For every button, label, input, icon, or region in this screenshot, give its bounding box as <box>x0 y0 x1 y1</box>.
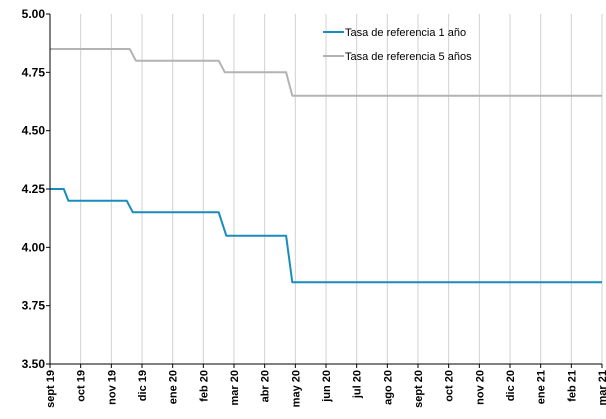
y-tick-label: 4.50 <box>22 124 46 138</box>
x-tick-label: may 20 <box>290 370 302 407</box>
x-tick-label: feb 21 <box>566 370 578 402</box>
y-tick-label: 3.50 <box>22 357 46 371</box>
series-line-5-anos <box>50 48 602 97</box>
x-tick-label: ene 20 <box>168 370 180 404</box>
y-tick-label: 3.75 <box>22 299 46 313</box>
series-line-1-ano <box>50 188 602 284</box>
vertical-gridlines <box>80 14 603 364</box>
x-tick-label: sept 20 <box>413 370 425 408</box>
y-tick-label: 4.25 <box>22 182 46 196</box>
x-tick-label: mar 20 <box>229 370 241 405</box>
x-tick-label: dic 19 <box>137 370 149 401</box>
x-tick-label: oct 20 <box>444 370 456 402</box>
x-tick-label: sept 19 <box>45 370 57 408</box>
x-tick-label: nov 19 <box>106 370 118 405</box>
legend-label-1-ano: Tasa de referencia 1 año <box>345 27 466 39</box>
x-tick-label: jul 20 <box>352 370 364 399</box>
x-tick-label: nov 20 <box>474 370 486 405</box>
legend: Tasa de referencia 1 año Tasa de referen… <box>323 27 472 63</box>
x-tick-label: abr 20 <box>260 370 272 402</box>
x-tick-label: oct 19 <box>76 370 88 402</box>
y-tick-label: 4.00 <box>22 240 46 254</box>
y-tick-label: 5.00 <box>22 7 46 21</box>
x-tick-label: dic 20 <box>505 370 517 401</box>
y-axis-ticks: 3.50 3.75 4.00 4.25 4.50 4.75 5.00 <box>22 7 50 371</box>
x-tick-label: jun 20 <box>321 370 333 403</box>
y-tick-label: 4.75 <box>22 65 46 79</box>
series-lines <box>50 48 602 284</box>
legend-item-5-anos: Tasa de referencia 5 años <box>323 51 472 63</box>
x-tick-label: ene 21 <box>536 370 548 404</box>
legend-label-5-anos: Tasa de referencia 5 años <box>345 51 472 63</box>
x-tick-label: feb 20 <box>198 370 210 402</box>
x-tick-label: mar 21 <box>597 370 606 405</box>
legend-item-1-ano: Tasa de referencia 1 año <box>323 27 466 39</box>
x-axis-ticks: sept 19 oct 19 nov 19 dic 19 ene 20 feb 20 mar… <box>45 364 606 408</box>
x-tick-label: ago 20 <box>382 370 394 405</box>
